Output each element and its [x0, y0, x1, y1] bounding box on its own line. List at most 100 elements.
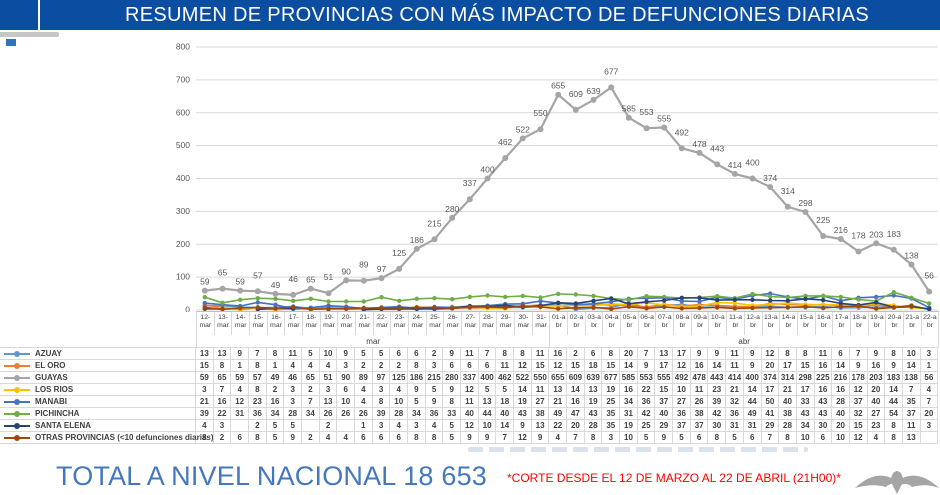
table-cell: 462	[496, 372, 515, 383]
data-point-otras-provincias-10-defunciones-diarias	[485, 304, 490, 310]
data-point-guayas	[396, 265, 403, 272]
table-cell: 4	[868, 432, 886, 443]
table-cell: 15	[850, 420, 868, 431]
axis-date-cell: 05-a br	[621, 312, 639, 335]
table-cell: 11	[726, 360, 744, 371]
table-cell: 43	[815, 408, 833, 419]
table-cell: 20	[921, 408, 939, 419]
data-point-guayas	[431, 236, 438, 243]
table-cell: 28	[390, 408, 409, 419]
table-cell: 49	[744, 408, 762, 419]
axis-date-cell: 18-a br	[851, 312, 869, 335]
table-cell: 16	[567, 396, 585, 407]
data-point-santa-elena	[785, 298, 790, 303]
legend-line-marker-icon	[4, 398, 30, 406]
data-point-pichincha	[520, 293, 525, 299]
table-cell: 5	[496, 384, 515, 395]
data-label: 655	[551, 81, 565, 91]
table-cell: 12	[549, 360, 568, 371]
table-cell: 22	[549, 420, 568, 431]
table-cell: 7	[638, 348, 656, 359]
axis-group-cell: mar	[197, 335, 551, 347]
data-point-guayas	[643, 125, 650, 132]
data-point-pichincha	[326, 299, 331, 304]
axis-date-cell: 02-a br	[568, 312, 586, 335]
data-label: 203	[869, 229, 883, 239]
data-point-otras-provincias-10-defunciones-diarias	[538, 304, 543, 310]
table-cell: 138	[903, 372, 921, 383]
legend-line-marker-icon	[4, 350, 30, 358]
data-point-pichincha	[927, 301, 932, 306]
table-cell: 6	[832, 348, 850, 359]
data-point-guayas	[608, 84, 615, 91]
data-point-otras-provincias-10-defunciones-diarias	[785, 305, 790, 310]
table-cell: 17	[673, 348, 691, 359]
table-cell: 16	[815, 384, 833, 395]
table-cell: 21	[779, 384, 797, 395]
table-cell: 4	[355, 384, 373, 395]
data-label: 56	[924, 271, 934, 281]
table-cell: 3	[284, 396, 303, 407]
legend-item-manabi: MANABI	[0, 396, 196, 407]
table-cell: 4	[320, 432, 338, 443]
y-axis-tick: 300	[176, 206, 190, 216]
table-cell: 13	[655, 348, 674, 359]
data-point-santa-elena	[697, 295, 702, 300]
table-cell: 14	[567, 384, 585, 395]
table-cell: 9	[408, 384, 426, 395]
data-label: 59	[200, 277, 210, 287]
data-point-manabi	[255, 300, 260, 305]
table-cell: 7	[249, 348, 267, 359]
data-point-otras-provincias-10-defunciones-diarias	[503, 305, 508, 310]
data-point-guayas	[219, 285, 226, 292]
table-cell: 27	[673, 396, 691, 407]
data-point-guayas	[360, 277, 367, 284]
table-cell: 38	[779, 408, 797, 419]
table-cell: 13	[214, 348, 232, 359]
table-cell: 21	[549, 396, 568, 407]
table-cell: 40	[868, 396, 886, 407]
data-point-guayas	[537, 126, 544, 133]
data-point-guayas	[837, 236, 844, 242]
table-cell: 7	[762, 432, 780, 443]
data-point-otras-provincias-10-defunciones-diarias	[732, 306, 737, 311]
data-point-otras-provincias-10-defunciones-diarias	[397, 305, 402, 311]
data-label: 550	[533, 108, 547, 118]
table-cell: 8	[249, 384, 267, 395]
data-label: 400	[480, 165, 494, 175]
data-point-pichincha	[750, 291, 755, 297]
table-cell: 26	[320, 408, 338, 419]
axis-date-cell: 20- mar	[338, 312, 357, 335]
axis-date-cell: 04-a br	[603, 312, 622, 335]
data-point-santa-elena	[927, 306, 932, 312]
legend-item-el-oro: EL ORO	[0, 360, 196, 371]
table-cell: 6	[337, 384, 356, 395]
table-cell: 4	[390, 420, 409, 431]
table-cell: 36	[249, 408, 267, 419]
axis-date-cell: 03-a br	[586, 312, 604, 335]
table-cell: 54	[885, 408, 903, 419]
y-axis-tick: 700	[176, 74, 190, 84]
data-point-guayas	[555, 91, 562, 98]
data-label: 46	[288, 274, 298, 284]
table-cell: 8	[885, 348, 903, 359]
y-axis-tick: 600	[176, 107, 190, 117]
table-cell: 9	[691, 348, 709, 359]
table-cell: 13	[196, 348, 214, 359]
table-cell: 20	[620, 348, 638, 359]
table-cell: 9	[744, 348, 762, 359]
table-cell: 553	[638, 372, 656, 383]
axis-date-cell: 16- mar	[268, 312, 286, 335]
axis-date-cell: 30- mar	[515, 312, 533, 335]
y-axis-tick: 0	[185, 305, 190, 313]
table-cell: 28	[284, 408, 303, 419]
table-cell: 50	[762, 396, 780, 407]
data-label: 298	[798, 198, 812, 208]
table-cell: 27	[532, 396, 550, 407]
table-row-pichincha: PICHINCHA 39 22 31 36 34 28 34 26 26 26 39 28 34 36 33 4…	[0, 408, 939, 420]
table-cell: 16	[691, 360, 709, 371]
table-cell: 2	[320, 420, 338, 431]
table-cell: 12	[461, 384, 479, 395]
data-point-manabi	[891, 293, 896, 298]
table-cell: 34	[302, 408, 320, 419]
